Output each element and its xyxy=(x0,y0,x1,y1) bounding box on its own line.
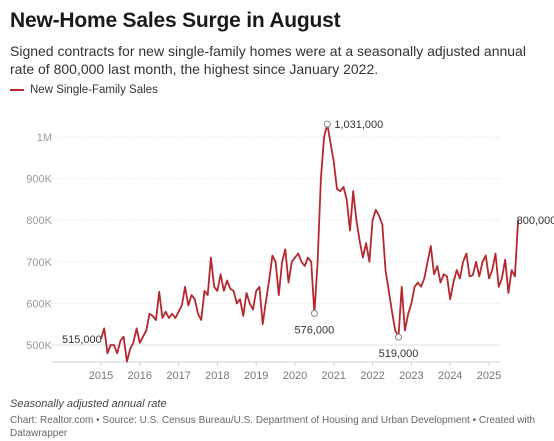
x-tick-label: 2015 xyxy=(89,370,113,382)
annotation-label: 515,000 xyxy=(62,334,102,346)
x-tick-label: 2020 xyxy=(283,370,307,382)
x-tick-label: 2018 xyxy=(205,370,229,382)
x-tick-label: 2016 xyxy=(128,370,152,382)
series-line-new-single-family-sales xyxy=(100,123,519,363)
annotation-marker xyxy=(323,120,331,128)
x-tick-label: 2021 xyxy=(322,370,346,382)
footer-source: Chart: Realtor.com • Source: U.S. Census… xyxy=(10,415,536,439)
x-tick-label: 2019 xyxy=(244,370,268,382)
chart-legend: New Single-Family Sales xyxy=(10,84,158,96)
x-tick-label: 2024 xyxy=(438,370,462,382)
chart-title: New-Home Sales Surge in August xyxy=(10,9,341,32)
annotation-marker xyxy=(394,333,402,341)
y-tick-label: 700K xyxy=(26,257,52,269)
x-tick-label: 2017 xyxy=(166,370,190,382)
y-tick-label: 500K xyxy=(26,340,52,352)
annotation-marker xyxy=(310,309,318,317)
x-tick-label: 2023 xyxy=(399,370,423,382)
x-tick-label: 2022 xyxy=(360,370,384,382)
chart-subtitle: Signed contracts for new single-family h… xyxy=(10,43,526,77)
x-tick-label: 2025 xyxy=(477,370,501,382)
legend-swatch xyxy=(10,89,24,91)
y-tick-label: 600K xyxy=(26,298,52,310)
annotation-label: 519,000 xyxy=(379,348,419,360)
y-tick-label: 800K xyxy=(26,215,52,227)
legend-label: New Single-Family Sales xyxy=(30,84,158,96)
annotation-label: 576,000 xyxy=(295,324,335,336)
footer-note: Seasonally adjusted annual rate xyxy=(10,398,167,410)
y-tick-label: 900K xyxy=(26,174,52,186)
y-tick-label: 1M xyxy=(37,132,52,144)
annotation-label: 1,031,000 xyxy=(334,119,383,131)
annotation-label: 800,000 xyxy=(517,215,554,227)
